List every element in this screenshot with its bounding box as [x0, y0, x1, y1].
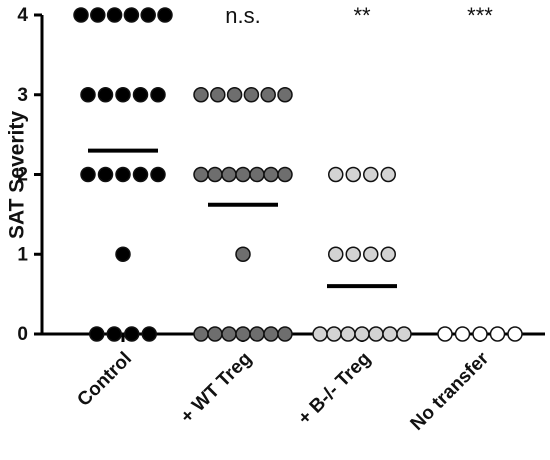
data-point — [354, 326, 370, 342]
data-point — [97, 87, 114, 103]
data-point — [472, 326, 488, 342]
data-point — [193, 326, 209, 342]
x-tick-label: No transfer — [407, 348, 494, 435]
data-point — [263, 166, 279, 183]
significance-label: n.s. — [225, 3, 260, 28]
data-point — [150, 166, 166, 183]
data-point — [380, 246, 396, 262]
data-point — [249, 166, 265, 183]
x-tick-label: + B-/- Treg — [294, 348, 375, 429]
data-point — [89, 326, 105, 342]
data-point — [277, 87, 293, 103]
data-point — [132, 166, 149, 183]
data-point — [326, 326, 342, 342]
data-point — [140, 7, 156, 23]
data-point — [345, 166, 361, 183]
data-point — [235, 326, 251, 342]
significance-label: *** — [467, 3, 493, 28]
data-point — [507, 326, 523, 342]
data-point — [106, 326, 122, 342]
data-point — [489, 326, 506, 342]
y-tick-label: 3 — [17, 85, 28, 106]
data-point — [382, 326, 398, 342]
data-point — [193, 166, 209, 183]
data-point — [396, 326, 412, 342]
data-point — [97, 166, 114, 183]
data-point — [340, 326, 356, 342]
data-point — [132, 87, 149, 103]
y-tick-label: 4 — [17, 5, 28, 26]
data-point — [260, 87, 276, 103]
data-point — [437, 326, 453, 342]
data-point — [235, 246, 251, 262]
data-point — [345, 246, 361, 262]
significance-label: ** — [353, 3, 371, 28]
data-point — [115, 87, 131, 103]
data-point — [328, 246, 344, 262]
data-point — [363, 166, 379, 183]
data-point — [235, 166, 251, 183]
data-point — [123, 7, 140, 23]
data-point — [380, 166, 396, 183]
data-point — [243, 87, 260, 103]
data-point — [207, 326, 223, 342]
data-point — [263, 326, 279, 342]
data-point — [221, 326, 237, 342]
data-point — [157, 7, 173, 23]
data-point — [249, 326, 265, 342]
data-point — [312, 326, 328, 342]
x-tick-label: + WT Treg — [177, 348, 256, 427]
data-point — [115, 246, 131, 262]
data-point — [221, 166, 237, 183]
data-point — [106, 7, 123, 23]
data-point — [124, 326, 140, 342]
x-tick-label: Control — [73, 348, 136, 411]
data-point — [90, 7, 106, 23]
y-tick-label: 0 — [17, 324, 28, 345]
data-point — [454, 326, 471, 342]
y-axis-label: SAT Severity — [6, 111, 29, 239]
data-point — [226, 87, 243, 103]
data-point — [328, 166, 344, 183]
data-point — [363, 246, 379, 262]
data-point — [368, 326, 384, 342]
data-point — [277, 166, 293, 183]
y-tick-label: 2 — [17, 165, 28, 186]
data-point — [193, 87, 209, 103]
data-point — [115, 166, 131, 183]
data-point — [141, 326, 157, 342]
data-point — [80, 166, 96, 183]
data-point — [73, 7, 89, 23]
y-tick-label: 1 — [17, 244, 28, 265]
data-point — [210, 87, 226, 103]
data-point — [277, 326, 293, 342]
data-point — [150, 87, 166, 103]
data-point — [80, 87, 96, 103]
data-point — [207, 166, 223, 183]
